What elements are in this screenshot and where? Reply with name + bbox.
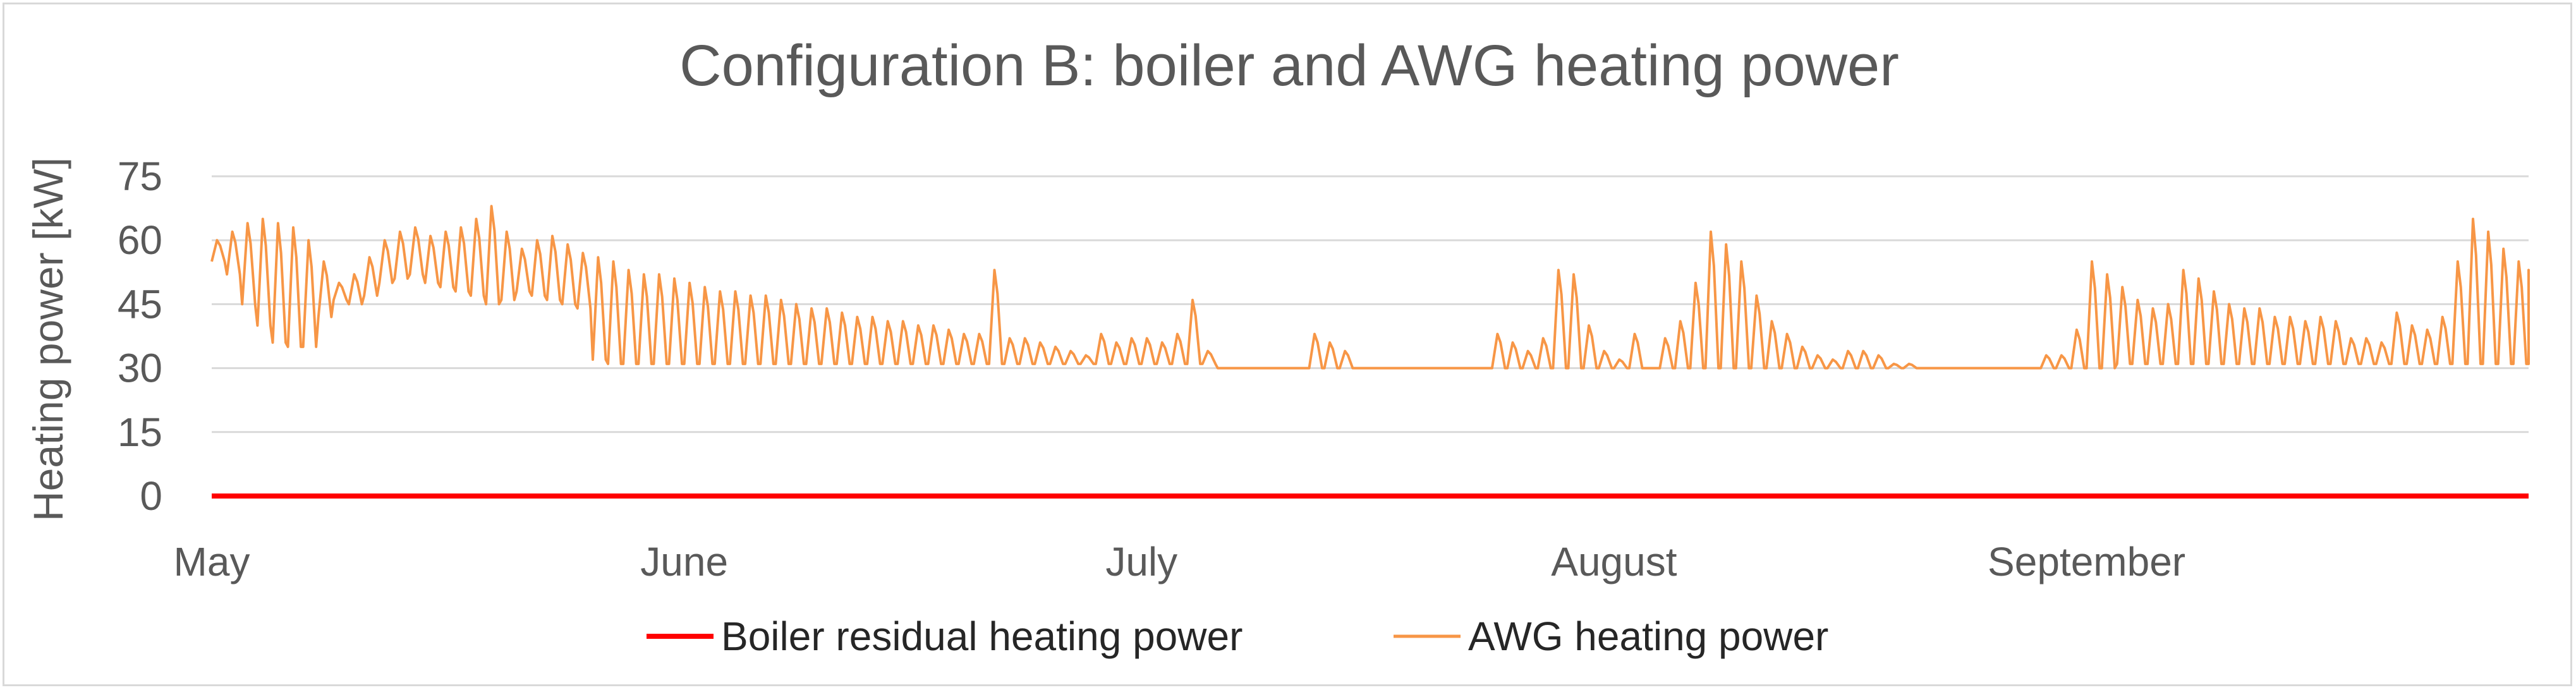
x-tick-label: May: [174, 539, 250, 584]
y-tick-label: 45: [118, 281, 162, 327]
y-tick-label: 0: [140, 473, 162, 519]
chart-title: Configuration B: boiler and AWG heating …: [679, 33, 1899, 98]
x-tick-label: August: [1551, 539, 1677, 584]
y-tick-label: 15: [118, 409, 162, 455]
x-tick-label: July: [1105, 539, 1177, 584]
series-awg-heating-power-line: [210, 205, 2530, 370]
y-axis-label: Heating power [kW]: [25, 157, 71, 521]
legend-label-awg: AWG heating power: [1468, 614, 1828, 659]
chart-area: Configuration B: boiler and AWG heating …: [3, 3, 2572, 686]
x-tick-label: June: [640, 539, 728, 584]
y-tick-labels: 0 15 30 45 60 75: [118, 154, 162, 519]
legend: Boiler residual heating power AWG heatin…: [647, 614, 1828, 659]
gridlines: [212, 175, 2529, 433]
y-tick-label: 60: [118, 217, 162, 263]
y-tick-label: 75: [118, 154, 162, 199]
chart-svg: Configuration B: boiler and AWG heating …: [25, 33, 2530, 659]
x-tick-labels: May June July August September: [174, 539, 2186, 584]
x-tick-label: September: [1988, 539, 2185, 584]
legend-label-boiler: Boiler residual heating power: [721, 614, 1242, 659]
y-tick-label: 30: [118, 346, 162, 391]
plot-area: [210, 205, 2530, 499]
